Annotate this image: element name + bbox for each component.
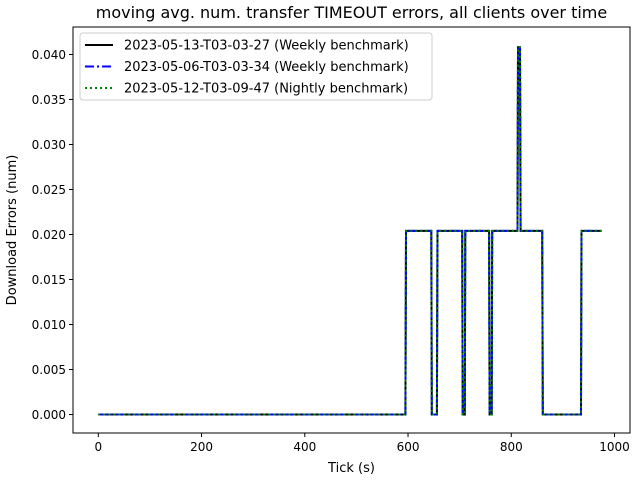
y-tick-label: 0.025 <box>32 183 66 197</box>
legend-label-1: 2023-05-13-T03-03-27 (Weekly benchmark) <box>124 39 409 54</box>
legend: 2023-05-13-T03-03-27 (Weekly benchmark) 2… <box>79 32 433 101</box>
x-tick-label: 600 <box>397 440 420 454</box>
y-axis: 0.000 0.005 0.010 0.015 0.020 0.025 0.030 0.035… <box>32 48 73 422</box>
x-axis: 0 200 400 600 800 1000 <box>94 433 630 454</box>
x-tick-label: 400 <box>293 440 316 454</box>
y-tick-label: 0.040 <box>32 48 66 62</box>
x-tick-label: 1000 <box>599 440 630 454</box>
series-layer <box>98 46 602 416</box>
y-tick-label: 0.005 <box>32 363 66 377</box>
y-tick-label: 0.020 <box>32 228 66 242</box>
series-line-2 <box>98 46 602 416</box>
legend-label-3: 2023-05-12-T03-09-47 (Nightly benchmark) <box>124 82 408 97</box>
y-axis-label: Download Errors (num) <box>5 155 20 306</box>
plot-frame <box>72 26 631 434</box>
x-tick-label: 800 <box>500 440 523 454</box>
y-tick-label: 0.030 <box>32 138 66 152</box>
x-axis-label: Tick (s) <box>327 461 375 476</box>
x-tick-label: 0 <box>94 440 102 454</box>
y-tick-label: 0.035 <box>32 93 66 107</box>
series-line-3 <box>98 46 602 416</box>
chart-title: moving avg. num. transfer TIMEOUT errors… <box>96 3 607 22</box>
y-tick-label: 0.010 <box>32 318 66 332</box>
legend-label-2: 2023-05-06-T03-03-34 (Weekly benchmark) <box>124 60 409 75</box>
x-tick-label: 200 <box>190 440 213 454</box>
legend-box <box>79 32 433 101</box>
y-tick-label: 0.015 <box>32 273 66 287</box>
y-tick-label: 0.000 <box>32 408 66 422</box>
